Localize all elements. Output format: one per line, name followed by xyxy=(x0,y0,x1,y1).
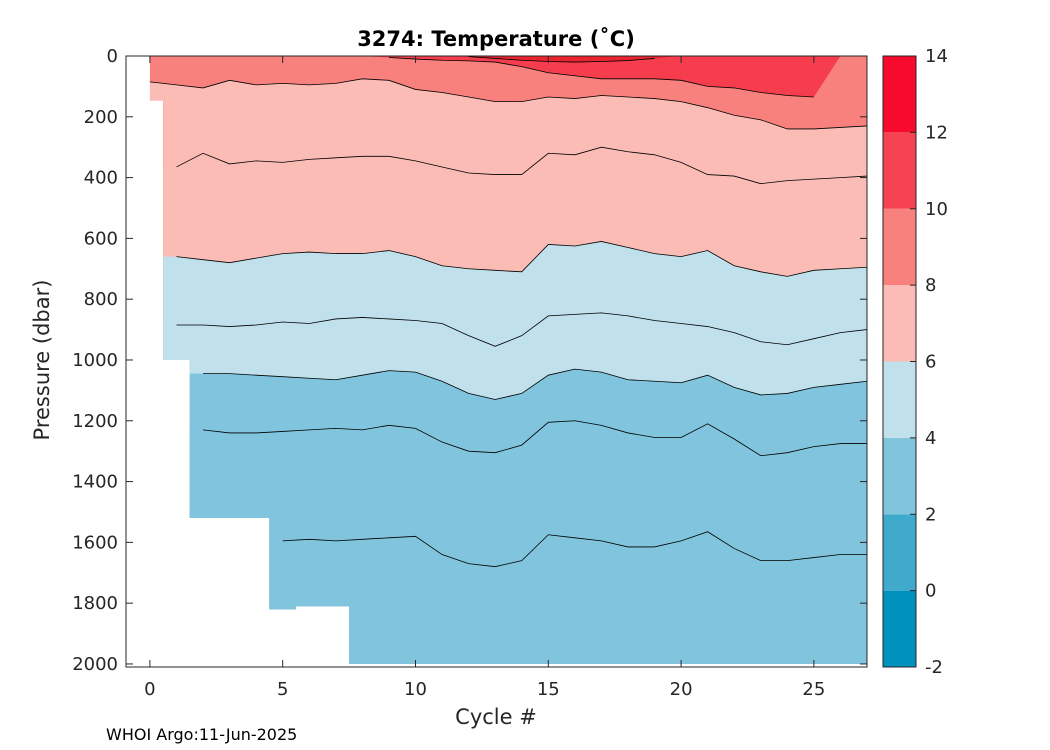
colorbar-level xyxy=(883,590,916,667)
colorbar-level xyxy=(883,437,916,515)
colorbar-level xyxy=(883,208,916,286)
isotherm-line-3.5 xyxy=(203,368,868,400)
y-axis-label: Pressure (dbar) xyxy=(30,280,54,441)
footer-credit: WHOI Argo:11-Jun-2025 xyxy=(106,725,298,744)
y-tick-label: 400 xyxy=(84,168,118,189)
isotherm-line-12 xyxy=(468,56,655,63)
colorbar-tick-label: 10 xyxy=(925,199,948,220)
colorbar-tick-label: 14 xyxy=(925,46,948,67)
colorbar-tick-label: 4 xyxy=(925,428,936,449)
colorbar-tick-label: 0 xyxy=(925,581,936,602)
contour-plot-area xyxy=(149,56,868,664)
x-tick-label: 10 xyxy=(404,679,427,700)
x-tick-label: 0 xyxy=(144,679,155,700)
colorbar-tick-label: 8 xyxy=(925,275,936,296)
y-tick-label: 1800 xyxy=(72,593,118,614)
colorbar-tick-label: 6 xyxy=(925,352,936,373)
x-tick-label: 15 xyxy=(537,679,560,700)
isotherm-line-3 xyxy=(202,420,867,457)
isotherm-line-4 xyxy=(176,312,868,347)
y-tick-label: 1200 xyxy=(72,411,118,432)
x-tick-label: 25 xyxy=(802,679,825,700)
colorbar-level xyxy=(883,514,916,591)
y-tick-label: 1400 xyxy=(72,472,118,493)
colorbar-tick-label: 12 xyxy=(925,122,948,143)
plot-frame xyxy=(125,55,868,668)
y-tick-label: 200 xyxy=(84,107,118,128)
plot-axes: 0 5 10 15 20 25 0 200 400 600 800 1000 1200 1400 1600 1… xyxy=(72,46,868,700)
isotherm-lines xyxy=(149,56,868,568)
colorbar-level xyxy=(883,361,916,438)
y-tick-label: 2000 xyxy=(72,654,118,675)
colorbar: -2 0 2 4 6 8 10 12 14 xyxy=(882,46,948,678)
chart-title: 3274: Temperature (˚C) xyxy=(357,27,635,51)
colorbar-tick-label: -2 xyxy=(925,657,943,678)
y-tick-label: 600 xyxy=(84,228,118,249)
isotherm-line-6 xyxy=(176,146,868,185)
contour-fills xyxy=(149,56,868,664)
isotherm-line-2.5 xyxy=(282,531,867,568)
x-tick-label: 5 xyxy=(277,679,288,700)
y-tick-label: 1600 xyxy=(72,532,118,553)
isotherm-line-5 xyxy=(176,241,868,277)
y-tick-label: 800 xyxy=(84,289,118,310)
isotherm-line-10 xyxy=(388,57,814,98)
colorbar-level xyxy=(883,132,916,209)
colorbar-tick-label: 2 xyxy=(925,504,936,525)
y-tick-label: 1000 xyxy=(72,350,118,371)
x-tick-label: 20 xyxy=(670,679,693,700)
colorbar-level xyxy=(883,56,916,133)
isotherm-line-8 xyxy=(149,78,868,130)
colorbar-level xyxy=(883,285,916,362)
x-axis-label: Cycle # xyxy=(455,705,537,729)
y-tick-label: 0 xyxy=(107,46,118,67)
